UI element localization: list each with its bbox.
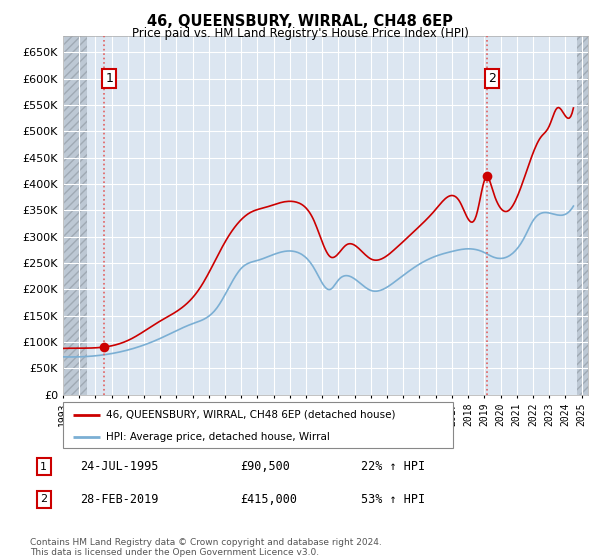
Text: 28-FEB-2019: 28-FEB-2019 (80, 493, 158, 506)
Text: Contains HM Land Registry data © Crown copyright and database right 2024.
This d: Contains HM Land Registry data © Crown c… (30, 538, 382, 557)
Text: 46, QUEENSBURY, WIRRAL, CH48 6EP (detached house): 46, QUEENSBURY, WIRRAL, CH48 6EP (detach… (106, 410, 395, 420)
FancyBboxPatch shape (63, 402, 453, 448)
Bar (577, 36, 588, 395)
Text: HPI: Average price, detached house, Wirral: HPI: Average price, detached house, Wirr… (106, 432, 330, 441)
Text: 22% ↑ HPI: 22% ↑ HPI (361, 460, 425, 473)
Text: 1: 1 (106, 72, 113, 85)
Text: 2: 2 (40, 494, 47, 505)
Text: Price paid vs. HM Land Registry's House Price Index (HPI): Price paid vs. HM Land Registry's House … (131, 27, 469, 40)
Bar (63, 36, 88, 395)
Text: £415,000: £415,000 (240, 493, 297, 506)
Text: 2: 2 (488, 72, 496, 85)
Text: £90,500: £90,500 (240, 460, 290, 473)
Text: 24-JUL-1995: 24-JUL-1995 (80, 460, 158, 473)
Text: 53% ↑ HPI: 53% ↑ HPI (361, 493, 425, 506)
Text: 1: 1 (40, 461, 47, 472)
Text: 46, QUEENSBURY, WIRRAL, CH48 6EP: 46, QUEENSBURY, WIRRAL, CH48 6EP (147, 14, 453, 29)
